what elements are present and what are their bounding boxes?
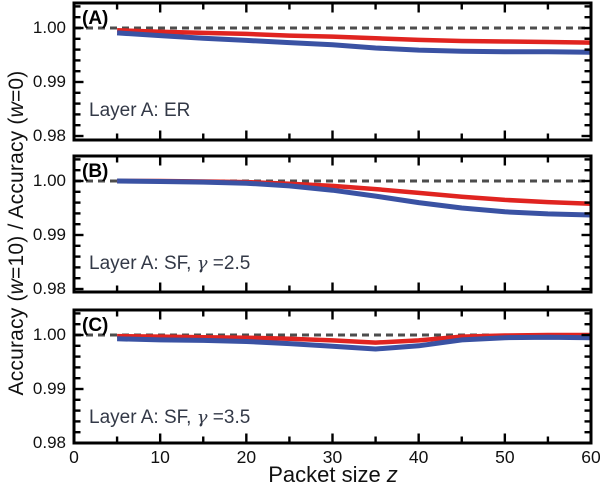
- x-tick-label: 50: [495, 447, 515, 467]
- condition-text: =2.5: [207, 253, 251, 274]
- x-axis-label-var-z: z: [386, 462, 398, 486]
- x-tick-label: 0: [69, 447, 79, 467]
- panel-frame: [72, 154, 593, 294]
- panel-c: [72, 308, 593, 445]
- panel-b-condition-label: Layer A: SF, γ =2.5: [89, 253, 250, 275]
- x-tick-label: 30: [322, 447, 343, 467]
- y-tick-label: 0.98: [32, 126, 66, 145]
- series-blue-line: [117, 334, 592, 352]
- gamma-symbol: γ: [196, 407, 208, 428]
- panel-b: [72, 154, 593, 294]
- x-tick-label: 60: [581, 447, 600, 467]
- y-tick-label: 1.00: [32, 18, 66, 37]
- series-blue-line: [116, 30, 592, 55]
- y-tick-label: 1.00: [32, 325, 66, 344]
- condition-text: Layer A: ER: [89, 100, 191, 121]
- series-blue-line: [117, 178, 592, 218]
- panel-c-tag: (C): [82, 315, 109, 336]
- x-tick-label: 40: [408, 447, 429, 467]
- y-tick-label: 0.98: [32, 279, 66, 298]
- y-tick-label: 0.99: [32, 379, 66, 398]
- panel-a: [72, 1, 593, 142]
- panel-a-tag: (A): [82, 8, 109, 29]
- condition-text: Layer A: SF,: [89, 253, 197, 274]
- panel-a-condition-label: Layer A: ER: [89, 100, 190, 122]
- series-red-line: [117, 27, 592, 45]
- x-tick-label: 20: [236, 447, 257, 467]
- condition-text: =3.5: [207, 407, 251, 428]
- x-axis-label-text: Packet size: [268, 462, 387, 486]
- panel-frame: [72, 308, 593, 445]
- y-tick-label: 0.99: [32, 72, 66, 91]
- y-tick-label: 0.98: [32, 433, 66, 452]
- panel-frame: [72, 1, 593, 142]
- y-tick-label: 0.99: [32, 225, 66, 244]
- panel-b-tag: (B): [82, 161, 109, 182]
- condition-text: Layer A: SF,: [89, 407, 197, 428]
- panel-c-condition-label: Layer A: SF, γ =3.5: [89, 407, 250, 429]
- y-tick-label: 1.00: [32, 171, 66, 190]
- gamma-symbol: γ: [196, 253, 208, 274]
- y-axis-label-var-w: w: [5, 102, 28, 118]
- x-tick-label: 10: [150, 447, 170, 467]
- x-axis-label: Packet size z: [268, 462, 398, 486]
